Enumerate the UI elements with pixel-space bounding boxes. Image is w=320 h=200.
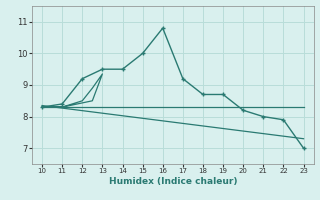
- X-axis label: Humidex (Indice chaleur): Humidex (Indice chaleur): [108, 177, 237, 186]
